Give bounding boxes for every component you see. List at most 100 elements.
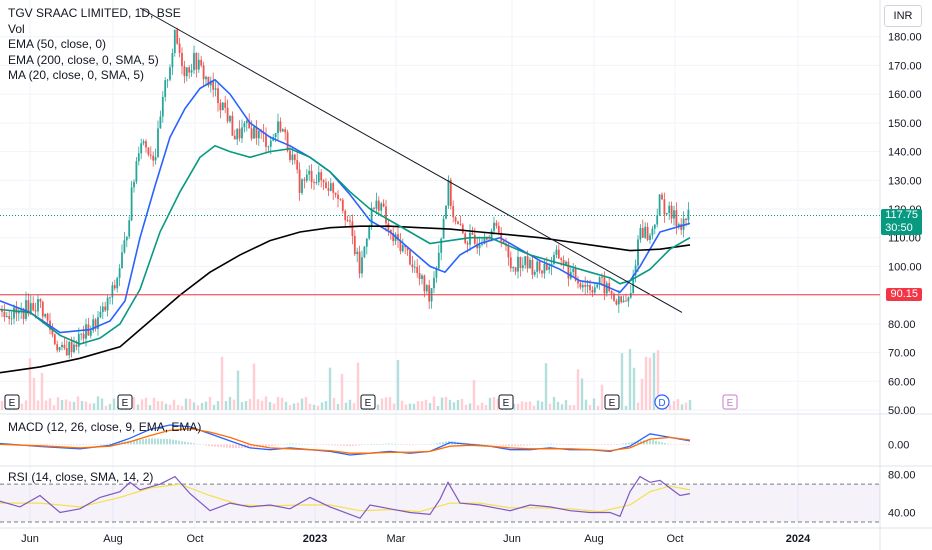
candle-body bbox=[447, 179, 450, 206]
macd-histogram-bar bbox=[277, 444, 279, 446]
macd-histogram-bar bbox=[148, 438, 150, 445]
macd-histogram-bar bbox=[427, 444, 429, 445]
macd-histogram-bar bbox=[220, 444, 222, 448]
macd-histogram-bar bbox=[574, 444, 576, 446]
legend-volume[interactable]: Vol bbox=[8, 21, 25, 36]
macd-histogram-bar bbox=[523, 444, 525, 446]
candle-body bbox=[291, 154, 294, 161]
macd-histogram-bar bbox=[196, 443, 198, 445]
macd-histogram-bar bbox=[43, 444, 45, 446]
macd-histogram-bar bbox=[172, 439, 174, 445]
earnings-marker[interactable]: E bbox=[117, 394, 133, 410]
event-marker-label: E bbox=[365, 398, 372, 409]
macd-histogram-bar bbox=[610, 444, 612, 446]
currency-button[interactable]: INR bbox=[884, 5, 922, 27]
candle-body bbox=[591, 289, 594, 293]
legend-ema200[interactable]: EMA (200, close, 0, SMA, 5) bbox=[8, 52, 159, 67]
volume-bar bbox=[432, 396, 436, 410]
macd-histogram-bar bbox=[418, 444, 420, 445]
volume-bar bbox=[188, 398, 192, 410]
volume-bar bbox=[264, 396, 268, 410]
macd-histogram-bar bbox=[595, 444, 597, 445]
candle-body bbox=[433, 277, 435, 289]
macd-histogram-bar bbox=[625, 443, 627, 445]
macd-histogram-bar bbox=[139, 439, 141, 445]
volume-bar bbox=[584, 399, 588, 410]
volume-bar bbox=[268, 402, 272, 410]
candle-body bbox=[641, 228, 644, 238]
macd-tick-label: 0.00 bbox=[888, 439, 909, 451]
candle-body bbox=[440, 238, 443, 253]
candle-body bbox=[188, 67, 191, 73]
rsi-ma-line bbox=[0, 483, 691, 513]
candle-body bbox=[178, 43, 181, 53]
macd-histogram-bar bbox=[670, 444, 672, 445]
volume-bar bbox=[380, 398, 384, 410]
macd-histogram-bar bbox=[262, 444, 264, 447]
volume-bar bbox=[340, 373, 344, 410]
candle-body bbox=[241, 127, 243, 139]
macd-label[interactable]: MACD (12, 26, close, 9, EMA, EMA) bbox=[8, 420, 202, 434]
volume-bar bbox=[256, 399, 260, 410]
earnings-marker[interactable]: E bbox=[360, 394, 376, 410]
candle-body bbox=[404, 245, 407, 248]
macd-histogram-bar bbox=[286, 443, 288, 445]
volume-bar bbox=[684, 402, 688, 410]
volume-bar bbox=[404, 404, 408, 410]
candle-body bbox=[579, 283, 582, 288]
macd-pane: 0.00 bbox=[0, 424, 909, 456]
macd-histogram-bar bbox=[538, 444, 540, 445]
candle-body bbox=[217, 88, 219, 104]
candle-body bbox=[39, 299, 42, 302]
macd-histogram-bar bbox=[511, 444, 513, 447]
macd-histogram-bar bbox=[673, 444, 675, 445]
candle-body bbox=[207, 76, 210, 86]
candle-body bbox=[495, 222, 498, 226]
time-tick-label: Mar bbox=[387, 533, 406, 545]
earnings-marker[interactable]: E bbox=[4, 394, 20, 410]
earnings-marker[interactable]: E bbox=[498, 394, 514, 410]
volume-bar bbox=[284, 401, 288, 410]
candle-body bbox=[73, 344, 75, 353]
volume-bar bbox=[68, 401, 72, 410]
price-tick-label: 100.00 bbox=[888, 261, 922, 273]
candle-body bbox=[397, 234, 399, 240]
price-tick-label: 110.00 bbox=[888, 233, 921, 245]
volume-bar bbox=[40, 372, 44, 410]
legend-ema50[interactable]: EMA (50, close, 0) bbox=[8, 37, 107, 51]
macd-histogram-bar bbox=[652, 439, 654, 445]
candle-body bbox=[44, 313, 47, 317]
volume-bar bbox=[144, 397, 148, 410]
macd-histogram-bar bbox=[598, 444, 600, 445]
macd-histogram-bar bbox=[367, 444, 369, 445]
volume-bar bbox=[156, 401, 160, 410]
candle-body bbox=[205, 76, 207, 80]
candle-body bbox=[526, 256, 529, 269]
macd-histogram-bar bbox=[94, 444, 96, 445]
macd-histogram-bar bbox=[565, 444, 567, 445]
macd-histogram-bar bbox=[28, 444, 30, 445]
rsi-label[interactable]: RSI (14, close, SMA, 14, 2) bbox=[8, 470, 154, 484]
candle-body bbox=[22, 308, 25, 319]
candle-body bbox=[269, 140, 272, 147]
earnings-marker[interactable]: E bbox=[722, 394, 738, 410]
candle-body bbox=[157, 128, 159, 158]
macd-histogram-bar bbox=[688, 444, 690, 446]
earnings-marker[interactable]: E bbox=[604, 394, 620, 410]
dividend-marker[interactable]: D bbox=[654, 394, 670, 410]
candle-body bbox=[553, 254, 555, 264]
indicator-lines bbox=[0, 7, 880, 374]
legend-ma20[interactable]: MA (20, close, 0, SMA, 5) bbox=[8, 68, 145, 82]
candle-body bbox=[620, 296, 623, 303]
volume-bar bbox=[212, 404, 216, 410]
macd-histogram-bar bbox=[241, 444, 243, 448]
candle-body bbox=[423, 275, 426, 292]
volume-bar bbox=[152, 397, 156, 410]
symbol-title[interactable]: TGV SRAAC LIMITED, 1D, BSE bbox=[8, 6, 181, 20]
candle-body bbox=[133, 181, 135, 188]
volume-bar bbox=[672, 401, 676, 410]
macd-histogram-bar bbox=[67, 444, 69, 446]
candle-body bbox=[97, 317, 99, 329]
